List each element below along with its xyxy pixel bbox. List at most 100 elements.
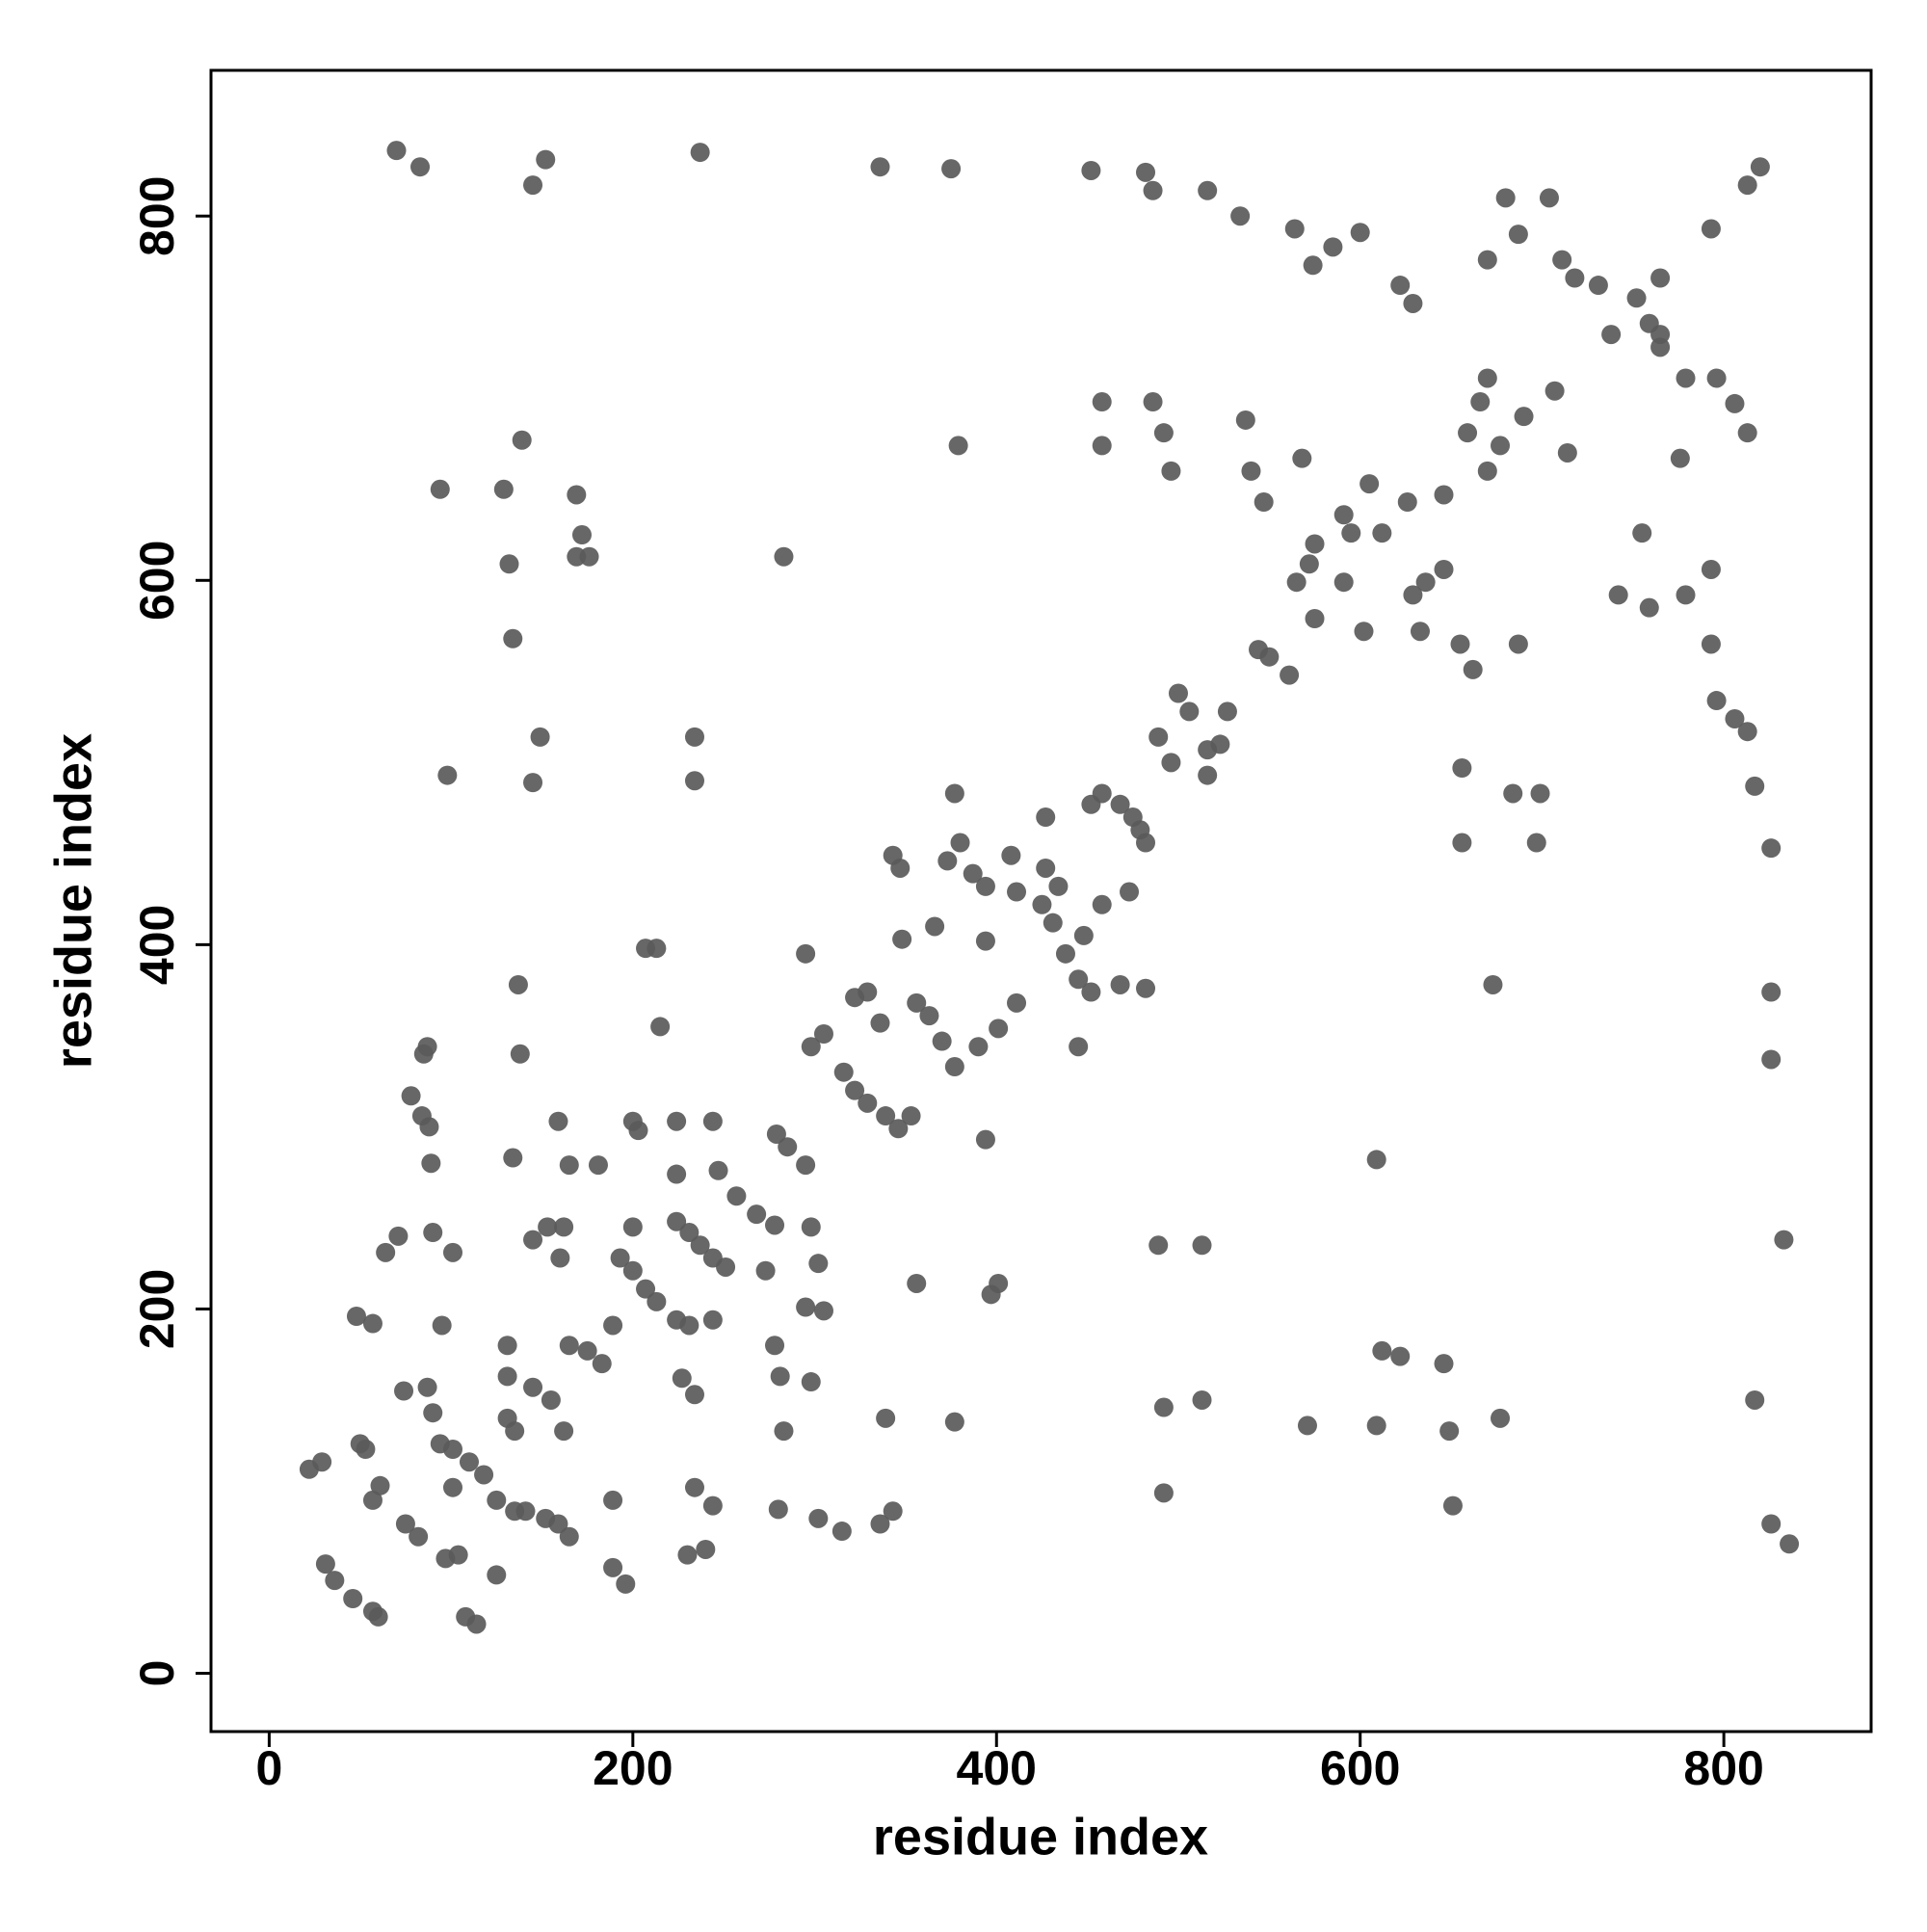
x-tick-label: 600: [1320, 1741, 1400, 1795]
point: [442, 1439, 462, 1459]
point: [1676, 368, 1696, 388]
point: [541, 1389, 561, 1410]
point: [778, 1137, 798, 1157]
point: [1608, 585, 1628, 605]
point: [1359, 474, 1380, 494]
point: [1552, 250, 1572, 270]
point: [419, 1117, 439, 1137]
point: [796, 943, 816, 964]
point: [1143, 180, 1163, 200]
point: [1081, 160, 1101, 180]
point: [1470, 392, 1491, 412]
point: [1761, 1049, 1782, 1070]
point: [1761, 982, 1782, 1002]
point: [702, 1495, 723, 1516]
point: [1161, 461, 1181, 481]
point: [770, 1366, 790, 1387]
point: [1001, 845, 1021, 865]
point: [941, 159, 962, 179]
point: [499, 554, 519, 574]
point: [1491, 1408, 1511, 1428]
point: [702, 1111, 723, 1131]
point: [430, 479, 450, 499]
point: [417, 1037, 437, 1057]
point: [1153, 1397, 1174, 1417]
point: [1463, 659, 1483, 679]
point: [650, 1017, 671, 1037]
point: [1745, 776, 1765, 796]
point: [523, 1377, 543, 1397]
point: [1305, 534, 1325, 554]
point: [684, 1477, 704, 1497]
point: [487, 1565, 507, 1585]
point: [1676, 585, 1696, 605]
point: [1148, 1235, 1169, 1256]
point: [1230, 206, 1251, 226]
point: [679, 1315, 700, 1336]
point: [1410, 622, 1430, 642]
point: [548, 1514, 568, 1534]
point: [1526, 833, 1546, 853]
point: [1514, 407, 1534, 427]
point: [1036, 858, 1056, 878]
point: [1136, 833, 1156, 853]
point: [1450, 634, 1470, 654]
point: [343, 1589, 363, 1609]
point: [766, 1124, 786, 1144]
point: [667, 1111, 687, 1131]
point: [1280, 665, 1300, 685]
point: [503, 628, 523, 648]
point: [1333, 572, 1354, 593]
point: [503, 1148, 523, 1168]
point: [975, 931, 995, 951]
point: [801, 1037, 821, 1057]
point: [1069, 1037, 1089, 1057]
point: [975, 876, 995, 896]
point: [538, 1217, 558, 1237]
point: [1458, 423, 1478, 443]
point: [1323, 237, 1343, 257]
y-tick-label: 800: [130, 176, 184, 256]
point: [325, 1571, 345, 1591]
point: [963, 863, 983, 884]
point: [1110, 974, 1130, 994]
point: [1092, 894, 1112, 914]
point: [1136, 978, 1156, 998]
point: [523, 1230, 543, 1250]
y-tick-label: 200: [130, 1269, 184, 1349]
point: [1254, 492, 1274, 513]
point: [647, 939, 667, 959]
plot-frame: [209, 68, 1873, 1734]
point: [432, 1315, 452, 1336]
point: [832, 1522, 852, 1542]
point: [515, 1501, 536, 1522]
point: [1007, 882, 1027, 902]
point: [1737, 175, 1757, 196]
point: [1503, 783, 1523, 804]
point: [892, 929, 912, 949]
point: [510, 1044, 530, 1064]
point: [622, 1260, 643, 1281]
point: [1286, 572, 1307, 593]
point: [1434, 1354, 1454, 1374]
point: [1299, 554, 1319, 574]
point: [1073, 925, 1094, 945]
point: [1761, 1514, 1782, 1534]
point: [567, 485, 587, 505]
point: [1110, 794, 1130, 814]
point: [548, 1111, 568, 1131]
point: [530, 727, 550, 747]
point: [813, 1301, 833, 1321]
point: [386, 141, 407, 161]
point: [1557, 442, 1577, 463]
point: [774, 1421, 794, 1442]
point: [395, 1514, 415, 1534]
point: [876, 1106, 896, 1126]
point: [409, 1526, 429, 1547]
point: [1750, 157, 1770, 177]
point: [876, 1408, 896, 1428]
point: [417, 1377, 437, 1397]
point: [808, 1254, 829, 1274]
point: [796, 1155, 816, 1176]
point: [1292, 448, 1312, 468]
